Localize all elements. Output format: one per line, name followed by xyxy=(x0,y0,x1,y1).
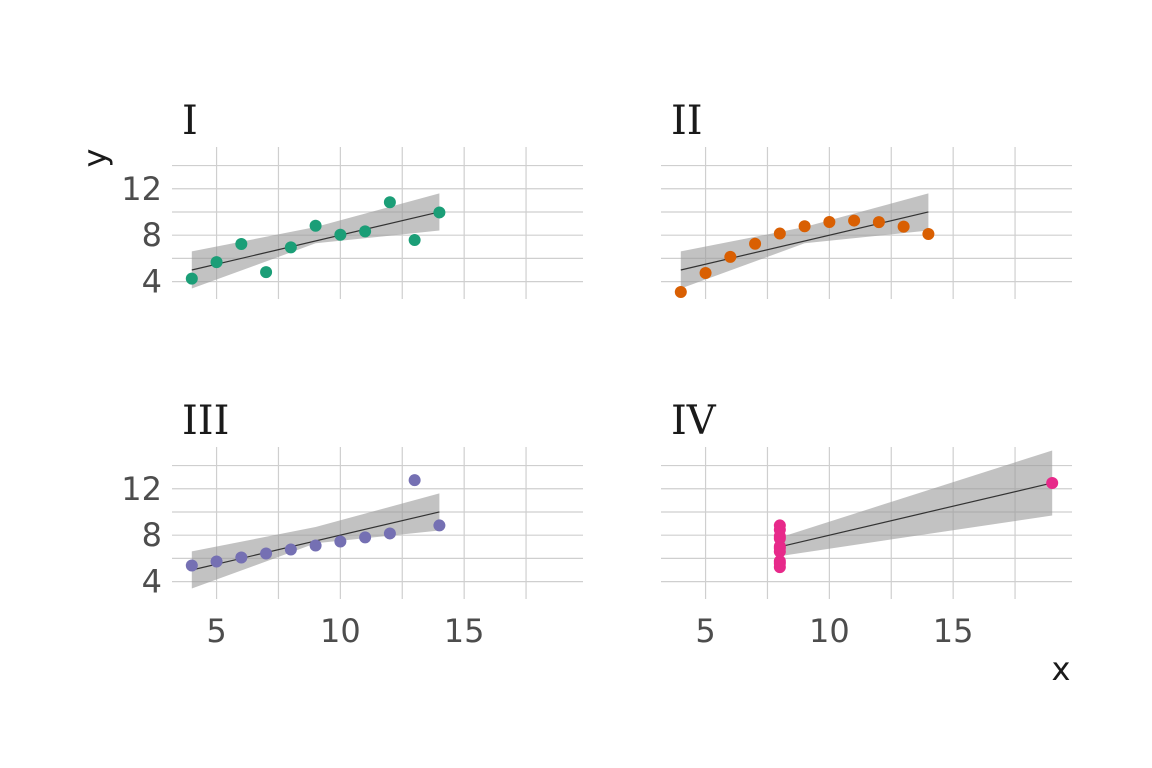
data-point xyxy=(848,214,861,227)
panel-title: I xyxy=(182,98,198,144)
data-point xyxy=(185,272,198,285)
data-point xyxy=(798,220,811,233)
data-point xyxy=(284,241,297,254)
data-point xyxy=(773,542,786,555)
panel-title: II xyxy=(671,98,703,144)
data-point xyxy=(334,535,347,548)
y-tick-label: 12 xyxy=(121,470,162,508)
panel-2: II xyxy=(661,98,1072,299)
data-point xyxy=(897,220,910,233)
data-point xyxy=(749,237,762,250)
panel-title: III xyxy=(182,398,229,444)
data-point xyxy=(408,474,421,487)
data-point xyxy=(383,527,396,540)
data-point xyxy=(674,286,687,299)
y-tick-label: 12 xyxy=(121,170,162,208)
confidence-band xyxy=(779,450,1053,557)
data-point xyxy=(309,219,322,232)
y-tick-label: 8 xyxy=(142,516,162,554)
x-tick-label: 15 xyxy=(444,612,485,650)
x-tick-label: 10 xyxy=(320,612,361,650)
data-point xyxy=(1046,476,1059,489)
data-point xyxy=(408,234,421,247)
data-point xyxy=(872,216,885,229)
data-point xyxy=(185,559,198,572)
data-point xyxy=(433,206,446,219)
data-point xyxy=(210,555,223,568)
data-point xyxy=(260,266,273,279)
data-point xyxy=(309,539,322,552)
panel-4: IV 5 10 15 xyxy=(661,398,1072,650)
data-point xyxy=(210,256,223,269)
data-point xyxy=(699,267,712,280)
data-point xyxy=(773,530,786,543)
fit-line xyxy=(779,482,1053,548)
data-point xyxy=(284,543,297,556)
x-tick-label: 5 xyxy=(206,612,226,650)
data-point xyxy=(433,519,446,532)
data-point xyxy=(260,547,273,560)
x-tick-label: 10 xyxy=(809,612,850,650)
y-tick-label: 4 xyxy=(142,263,162,301)
fit-line xyxy=(191,211,440,271)
y-tick-label: 8 xyxy=(142,216,162,254)
x-tick-label: 5 xyxy=(695,612,715,650)
panel-1: I 4 8 12 xyxy=(121,98,583,301)
data-point xyxy=(823,215,836,228)
data-point xyxy=(773,557,786,570)
y-tick-label: 4 xyxy=(142,563,162,601)
data-point xyxy=(359,225,372,238)
data-point xyxy=(922,228,935,241)
panel-title: IV xyxy=(671,398,717,444)
y-axis-title: y xyxy=(76,149,114,168)
fit-line xyxy=(680,211,929,271)
data-point xyxy=(334,228,347,241)
data-point xyxy=(724,250,737,263)
data-point xyxy=(773,227,786,240)
panel-3: III 4 8 12 5 10 15 xyxy=(121,398,583,650)
x-tick-label: 15 xyxy=(933,612,974,650)
data-point xyxy=(235,238,248,251)
x-axis-title: x xyxy=(1052,650,1071,688)
data-point xyxy=(359,531,372,544)
data-point xyxy=(235,551,248,564)
data-point xyxy=(383,196,396,209)
